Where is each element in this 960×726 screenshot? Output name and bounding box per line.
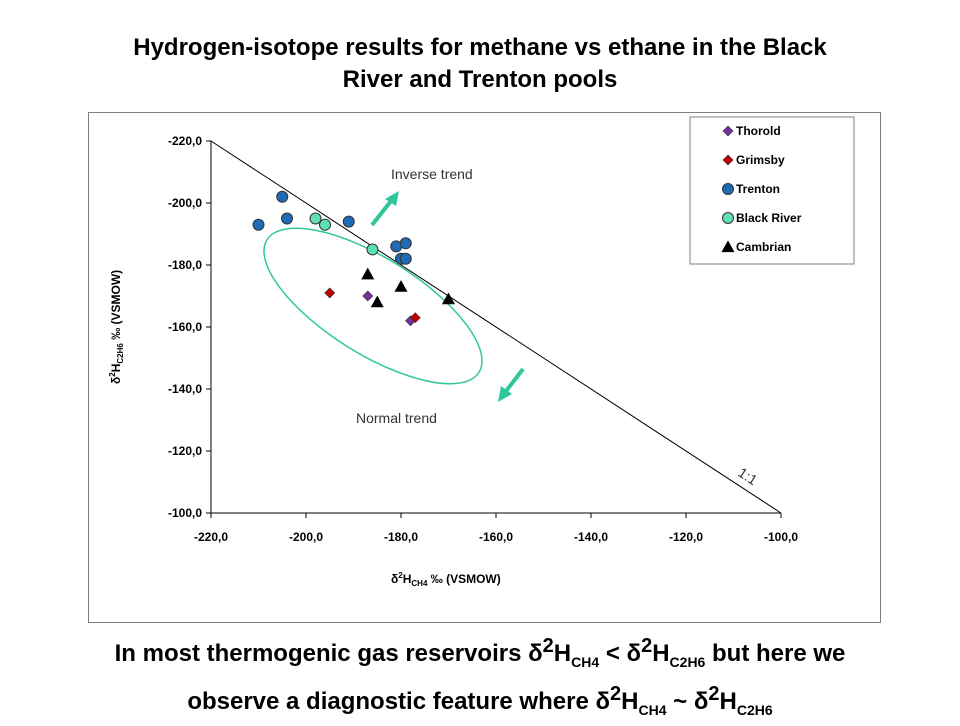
legend-marker-cambrian [721, 240, 735, 253]
x-axis-label-unit: ‰ (VSMOW) [427, 572, 500, 586]
legend: Thorold Grimsby Trenton Black River Cambrian [689, 116, 855, 265]
scatter-chart: -220,0 -200,0 -180,0 -160,0 -140,0 -120,0 -100… [108, 116, 855, 588]
caption: In most thermogenic gas reservoirs δ2HCH… [40, 630, 920, 726]
cambrian-point [441, 292, 456, 305]
caption-delta-2: δ [626, 640, 642, 667]
y-tick-label: -180,0 [168, 258, 202, 272]
y-axis-label-delta: δ [109, 377, 123, 384]
normal-trend-arrow [498, 367, 525, 402]
trenton-point [399, 237, 412, 250]
y-tick-label: -120,0 [168, 444, 202, 458]
black-river-point [366, 243, 379, 256]
chart-frame: -220,0 -200,0 -180,0 -160,0 -140,0 -120,0 -100… [88, 112, 881, 623]
caption-delta-4: δ [693, 687, 709, 715]
thorold-point [362, 290, 374, 302]
legend-label-thorold: Thorold [736, 124, 781, 138]
cambrian-point [394, 280, 408, 292]
cambrian-point [361, 267, 375, 280]
caption-h-4: H [719, 687, 737, 715]
black-river-point [309, 212, 322, 225]
y-tick-label: -100,0 [168, 506, 202, 520]
x-axis-label-delta: δ [391, 572, 398, 586]
caption-lt: < [599, 640, 627, 667]
one-to-one-label: 1:1 [735, 464, 760, 488]
y-tick-label: -160,0 [168, 320, 202, 334]
caption-line-2: observe a diagnostic feature where δ2HCH… [40, 678, 920, 726]
y-tick-label: -220,0 [168, 134, 202, 148]
legend-box [689, 116, 855, 265]
legend-marker-trenton [722, 183, 734, 195]
trenton-point [399, 252, 412, 265]
y-axis-label-unit: ‰ (VSMOW) [109, 270, 123, 343]
caption-sup-1: 2 [542, 635, 554, 657]
caption-h-2: H [652, 640, 670, 667]
inverse-trend-label: Inverse trend [391, 166, 473, 182]
legend-marker-black-river [722, 212, 734, 224]
trenton-point [281, 212, 293, 225]
caption-sup-2: 2 [641, 635, 653, 657]
legend-label-black-river: Black River [736, 211, 802, 225]
black-river-point [319, 218, 331, 231]
caption-h-1: H [553, 640, 572, 667]
x-tick-label: -100,0 [764, 530, 798, 544]
caption-approx: ~ [666, 687, 694, 715]
title-line-1: Hydrogen-isotope results for methane vs … [133, 34, 827, 61]
x-tick-label: -220,0 [194, 530, 228, 544]
cambrian-point [370, 295, 384, 308]
caption-sub-c2h6-1: C2H6 [669, 653, 706, 670]
chart-title: Hydrogen-isotope results for methane vs … [60, 32, 900, 96]
y-axis-label-main: H [109, 364, 123, 373]
caption-sub-ch4-2: CH4 [638, 701, 667, 718]
legend-marker-grimsby [722, 154, 734, 166]
normal-trend-ellipse [263, 227, 483, 385]
grimsby-point [324, 287, 336, 299]
x-axis-label: δ2HCH4 ‰ (VSMOW) [391, 571, 501, 588]
caption-line1-end: but here we [705, 640, 846, 667]
caption-sub-c2h6-2: C2H6 [736, 701, 773, 718]
trenton-point [342, 215, 355, 228]
y-axis-label-sub: C2H6 [116, 343, 125, 364]
trenton-point [252, 218, 265, 231]
x-tick-label: -160,0 [479, 530, 513, 544]
legend-label-cambrian: Cambrian [736, 240, 791, 254]
grimsby-point [409, 312, 421, 324]
trenton-point [276, 190, 289, 203]
y-axis-label-sup: 2 [108, 372, 117, 377]
annotations: Inverse trend Normal trend [263, 166, 525, 426]
y-tick-label: -140,0 [168, 382, 202, 396]
caption-sup-4: 2 [708, 682, 720, 705]
legend-label-trenton: Trenton [736, 182, 780, 196]
caption-line1-text: In most thermogenic gas reservoirs [114, 640, 529, 667]
title-line-2: River and Trenton pools [342, 66, 618, 93]
caption-line2-text: observe a diagnostic feature where [187, 687, 596, 715]
x-axis-label-sup: 2 [398, 571, 403, 580]
axes: -220,0 -200,0 -180,0 -160,0 -140,0 -120,0 -100… [168, 134, 798, 544]
caption-sup-3: 2 [610, 682, 622, 705]
caption-h-3: H [621, 687, 639, 715]
legend-marker-thorold [722, 125, 734, 137]
x-tick-label: -180,0 [384, 530, 418, 544]
x-axis-label-main: H [403, 572, 412, 586]
x-tick-label: -120,0 [669, 530, 703, 544]
y-axis-label: δ2HC2H6 ‰ (VSMOW) [108, 270, 125, 384]
x-axis-label-sub: CH4 [411, 579, 428, 588]
y-tick-label: -200,0 [168, 196, 202, 210]
normal-trend-label: Normal trend [356, 410, 437, 426]
caption-delta-3: δ [595, 687, 611, 715]
one-to-one-line [210, 140, 782, 514]
legend-label-grimsby: Grimsby [736, 153, 785, 167]
x-tick-label: -140,0 [574, 530, 608, 544]
caption-delta-1: δ [528, 640, 543, 667]
caption-sub-ch4-1: CH4 [571, 653, 600, 670]
caption-line-1: In most thermogenic gas reservoirs δ2HCH… [40, 630, 920, 678]
inverse-trend-arrow [370, 191, 399, 227]
x-tick-label: -200,0 [289, 530, 323, 544]
data-points [252, 190, 456, 327]
